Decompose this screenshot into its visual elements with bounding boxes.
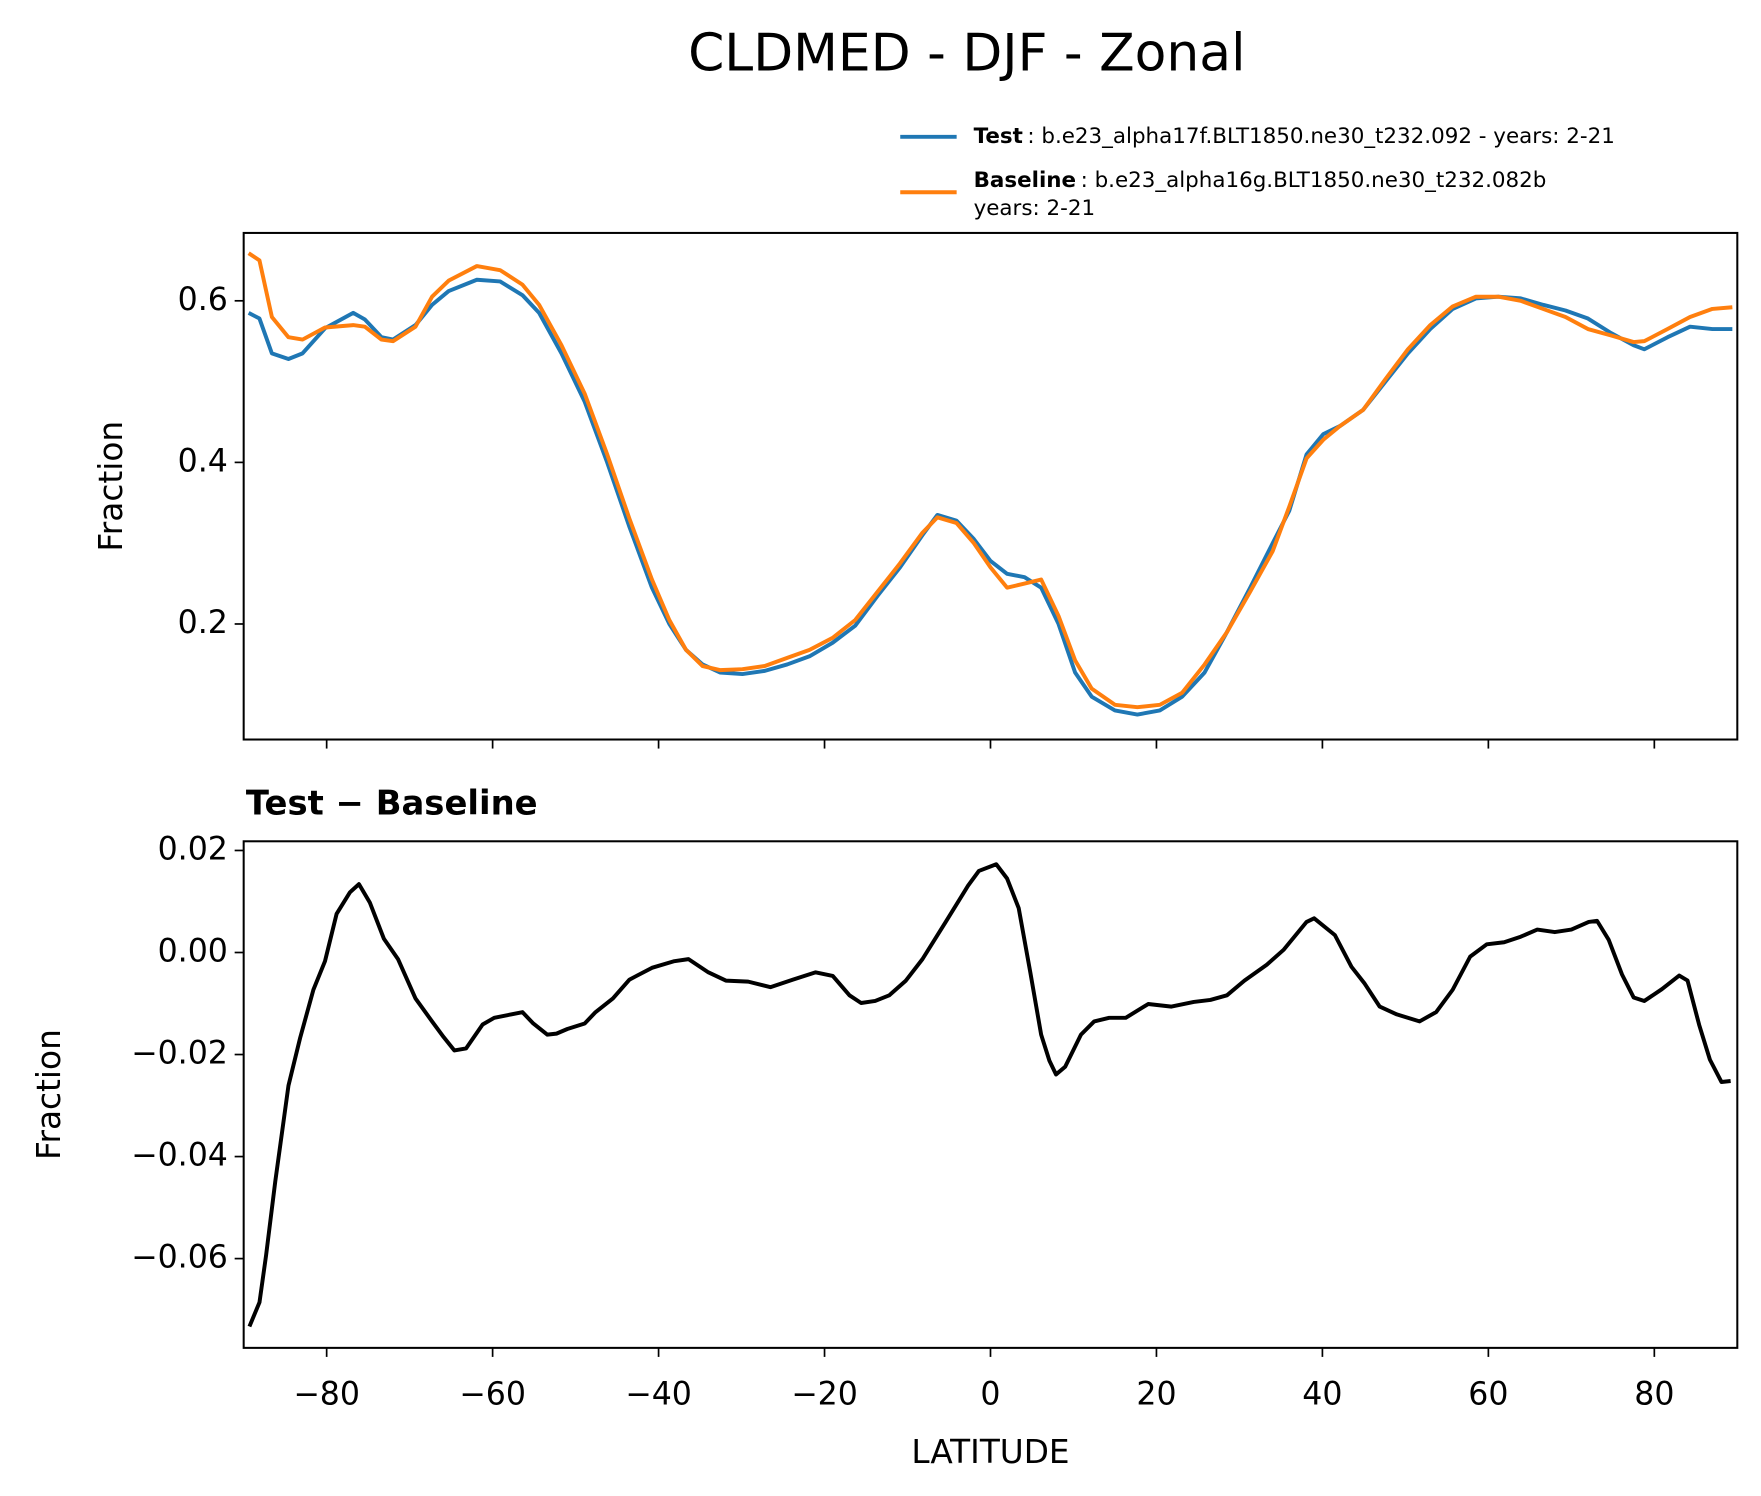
legend-description: : b.e23_alpha17f.BLT1850.ne30_t232.092 -…	[1027, 124, 1615, 149]
x-tick-label: −80	[293, 1376, 360, 1412]
y-tick-label: 0.02	[158, 831, 228, 867]
y-tick-label: 0.2	[178, 605, 228, 641]
legend-entry: Test: b.e23_alpha17f.BLT1850.ne30_t232.0…	[974, 124, 1615, 149]
legend-name: Baseline	[974, 168, 1076, 193]
x-tick-label: 80	[1634, 1376, 1674, 1412]
panel-title: Test − Baseline	[246, 784, 538, 823]
x-tick-label: 20	[1136, 1376, 1176, 1412]
plot-area	[247, 251, 1733, 717]
legend-description: : b.e23_alpha16g.BLT1850.ne30_t232.082b	[1081, 168, 1547, 193]
data-line	[247, 862, 1731, 1328]
y-tick-label: 0.4	[178, 443, 228, 479]
legend-entry: Baseline: b.e23_alpha16g.BLT1850.ne30_t2…	[974, 168, 1547, 193]
figure-title: CLDMED - DJF - Zonal	[688, 23, 1245, 83]
x-tick-label: 0	[980, 1376, 1000, 1412]
x-axis-label: LATITUDE	[911, 1433, 1069, 1471]
y-axis-label: Fraction	[92, 421, 130, 552]
plot-area	[247, 862, 1731, 1328]
y-tick-label: 0.00	[158, 933, 228, 969]
x-tick-label: −20	[791, 1376, 858, 1412]
plot-frame	[242, 840, 1739, 1349]
y-tick-label: −0.02	[131, 1036, 228, 1072]
legend-description: years: 2-21	[974, 196, 1096, 221]
x-tick-label: 60	[1468, 1376, 1508, 1412]
y-tick-label: −0.06	[131, 1240, 228, 1276]
y-tick-label: 0.6	[178, 282, 228, 318]
y-axis-label: Fraction	[30, 1029, 68, 1160]
x-tick-label: −40	[625, 1376, 692, 1412]
legend-name: Test	[974, 124, 1023, 149]
data-line	[247, 251, 1733, 710]
y-tick-label: −0.04	[131, 1138, 228, 1174]
plot-frame	[242, 231, 1739, 741]
x-tick-label: −60	[459, 1376, 526, 1412]
x-tick-label: 40	[1302, 1376, 1342, 1412]
